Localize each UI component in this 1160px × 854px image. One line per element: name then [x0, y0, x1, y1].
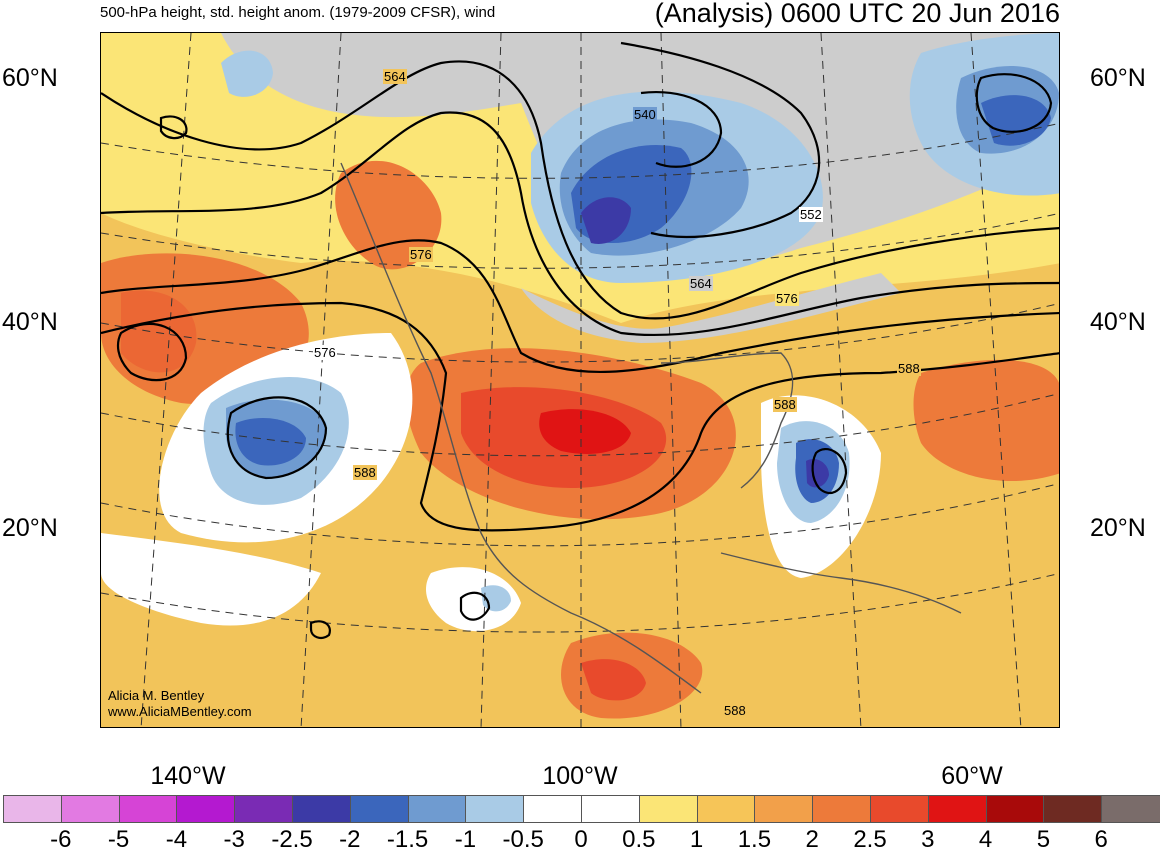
- colorbar-tick-label: 1.5: [737, 826, 772, 853]
- lat-label-20n-left: 20°N: [2, 514, 58, 542]
- contour-label-564-east: 564: [689, 276, 713, 291]
- colorbar-tick-label: -3: [223, 826, 245, 853]
- lat-label-20n-right: 20°N: [1090, 514, 1146, 542]
- colorbar-tick-label: -6: [50, 826, 72, 853]
- author-name: Alicia M. Bentley: [108, 688, 205, 703]
- lon-label-140w: 140°W: [150, 762, 226, 790]
- colorbar-swatch: [1102, 796, 1160, 822]
- colorbar-swatch: [639, 796, 698, 822]
- colorbar-tick-label: 3: [921, 826, 935, 853]
- lat-label-60n-right: 60°N: [1090, 64, 1146, 92]
- colorbar-swatch: [61, 796, 120, 822]
- colorbar-tick-label: 1: [689, 826, 704, 853]
- colorbar-tick-label: 0: [574, 826, 588, 853]
- lat-label-40n-left: 40°N: [2, 308, 58, 336]
- contour-label-552: 552: [799, 207, 823, 222]
- contour-label-588-west: 588: [353, 465, 377, 480]
- author-url: www.AliciaMBentley.com: [108, 704, 252, 719]
- contour-label-564-north: 564: [383, 69, 407, 84]
- lat-label-40n-right: 40°N: [1090, 308, 1146, 336]
- colorbar-tick-label: -1: [454, 826, 477, 853]
- colorbar-swatch: [408, 796, 467, 822]
- colorbar-swatch: [581, 796, 640, 822]
- colorbar-swatch: [4, 796, 62, 822]
- lon-label-100w: 100°W: [542, 762, 618, 790]
- colorbar-swatch: [292, 796, 351, 822]
- colorbar-tick-label: 0.5: [622, 826, 656, 853]
- author-credit: Alicia M. Bentley www.AliciaMBentley.com: [108, 688, 252, 720]
- map-canvas: [101, 33, 1059, 727]
- colorbar-tick-label: -2: [339, 826, 361, 853]
- contour-label-576-pacific: 576: [313, 345, 337, 360]
- contour-label-576-east: 576: [775, 291, 799, 306]
- colorbar-swatch: [755, 796, 814, 822]
- lat-label-60n-left: 60°N: [2, 64, 58, 92]
- colorbar-tick-label: 5: [1036, 826, 1051, 853]
- colorbar-swatch: [466, 796, 525, 822]
- colorbar-swatch: [697, 796, 756, 822]
- colorbar-tick-label: -4: [165, 826, 188, 853]
- contour-label-588-atlantic: 588: [897, 361, 921, 376]
- contour-label-576-west: 576: [409, 247, 433, 262]
- map-panel[interactable]: 564 540 552 576 576 564 576 588 588 588 …: [100, 32, 1060, 728]
- colorbar-tick-label: -1.5: [386, 826, 429, 853]
- colorbar-tick-label: 2: [805, 826, 819, 853]
- lon-label-60w: 60°W: [941, 762, 1003, 790]
- colorbar-swatch: [350, 796, 409, 822]
- contour-label-588-south: 588: [723, 703, 747, 718]
- colorbar-swatch: [986, 796, 1045, 822]
- map-title: (Analysis) 0600 UTC 20 Jun 2016: [654, 0, 1060, 28]
- colorbar-swatch: [177, 796, 236, 822]
- colorbar-swatch: [813, 796, 871, 822]
- colorbar-tick-label: 2.5: [853, 826, 887, 853]
- colorbar-tick-label: -0.5: [502, 826, 544, 853]
- colorbar-swatch: [524, 796, 582, 822]
- colorbar-tick-label: 6: [1094, 826, 1108, 853]
- colorbar-swatch: [928, 796, 987, 822]
- colorbar-swatch: [119, 796, 178, 822]
- colorbar-tick-label: -5: [107, 826, 130, 853]
- colorbar-swatch: [1044, 796, 1103, 822]
- colorbar-swatch: [235, 796, 293, 822]
- colorbar: [3, 795, 1160, 823]
- colorbar-tick-label: 4: [978, 826, 993, 853]
- colorbar-swatch: [870, 796, 929, 822]
- contour-label-540: 540: [633, 107, 657, 122]
- contour-label-588-coast: 588: [773, 397, 797, 412]
- colorbar-tick-label: -2.5: [271, 826, 313, 853]
- map-subtitle: 500-hPa height, std. height anom. (1979-…: [100, 4, 496, 21]
